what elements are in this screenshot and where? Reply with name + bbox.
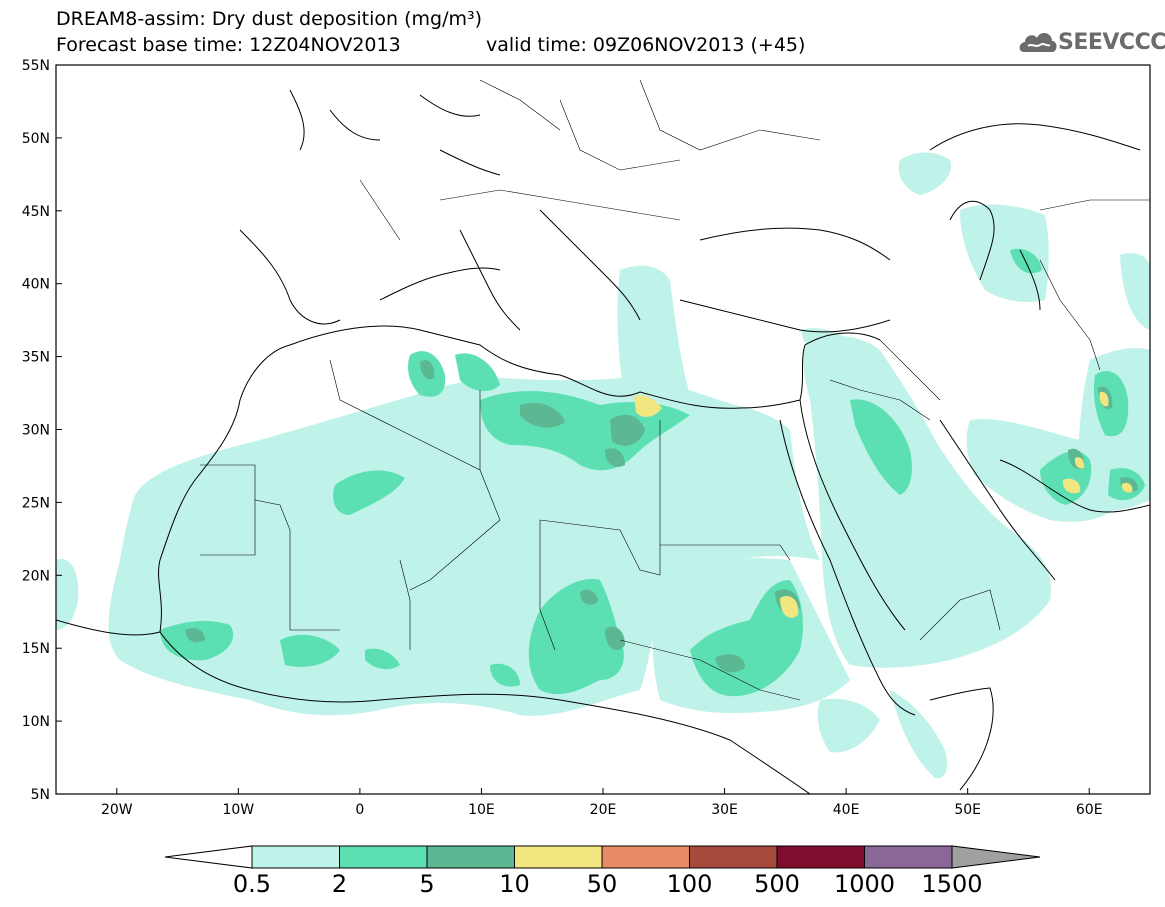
colorbar-swatch — [251, 845, 340, 869]
colorbar-swatch — [514, 845, 603, 869]
colorbar-label: 5 — [419, 870, 434, 898]
lat-tick-label: 20N — [22, 568, 50, 584]
colorbar-label: 1000 — [834, 870, 895, 898]
lon-tick-label: 10E — [468, 802, 495, 818]
valid-time: valid time: 09Z06NOV2013 (+45) — [486, 34, 806, 56]
colorbar-label: 100 — [667, 870, 713, 898]
colorbar-label: 500 — [754, 870, 800, 898]
map-title: DREAM8-assim: Dry dust deposition (mg/m³… — [56, 8, 483, 30]
lat-tick-label: 55N — [22, 58, 50, 74]
colorbar-label: 50 — [587, 870, 618, 898]
lon-tick-label: 40E — [833, 802, 860, 818]
cloud-icon — [1019, 32, 1057, 52]
lon-tick-label: 30E — [711, 802, 738, 818]
colorbar-over-arrow — [951, 845, 1041, 869]
colorbar-swatch — [689, 845, 778, 869]
colorbar-swatch — [601, 845, 690, 869]
colorbar-label: 1500 — [921, 870, 982, 898]
lat-tick-label: 10N — [22, 714, 50, 730]
lon-tick-label: 0 — [355, 802, 364, 818]
colorbar-swatch — [339, 845, 428, 869]
lat-tick-label: 40N — [22, 277, 50, 293]
colorbar-swatch — [776, 845, 865, 869]
latitude-axis: 5N 10N 15N 20N 25N 30N 35N 40N 45N 50N 55N — [22, 58, 62, 803]
lat-tick-label: 5N — [31, 787, 50, 803]
country-borders — [200, 79, 1150, 701]
lon-tick-label: 60E — [1076, 802, 1103, 818]
longitude-axis: 20W 10W 0 10E 20E 30E 40E 50E 60E — [101, 788, 1103, 818]
colorbar-label: 10 — [499, 870, 530, 898]
logo-text: SEEVCCC — [1058, 30, 1165, 55]
lon-tick-label: 20E — [590, 802, 617, 818]
lat-tick-label: 15N — [22, 641, 50, 657]
colorbar: 0.5 2 5 10 50 100 500 1000 1500 — [164, 845, 1041, 898]
colorbar-label: 0.5 — [233, 870, 271, 898]
lat-tick-label: 45N — [22, 204, 50, 220]
lon-tick-label: 20W — [101, 802, 133, 818]
colorbar-swatch — [864, 845, 953, 869]
lat-tick-label: 35N — [22, 350, 50, 366]
dust-field — [56, 79, 1150, 794]
colorbar-label: 2 — [332, 870, 347, 898]
lon-tick-label: 10W — [222, 802, 254, 818]
forecast-base-time: Forecast base time: 12Z04NOV2013 — [56, 34, 401, 56]
lat-tick-label: 25N — [22, 495, 50, 511]
colorbar-under-arrow — [164, 845, 253, 869]
coastlines — [56, 89, 1150, 794]
lat-tick-label: 30N — [22, 423, 50, 439]
lon-tick-label: 50E — [954, 802, 981, 818]
lat-tick-label: 50N — [22, 131, 50, 147]
colorbar-swatch — [426, 845, 515, 869]
